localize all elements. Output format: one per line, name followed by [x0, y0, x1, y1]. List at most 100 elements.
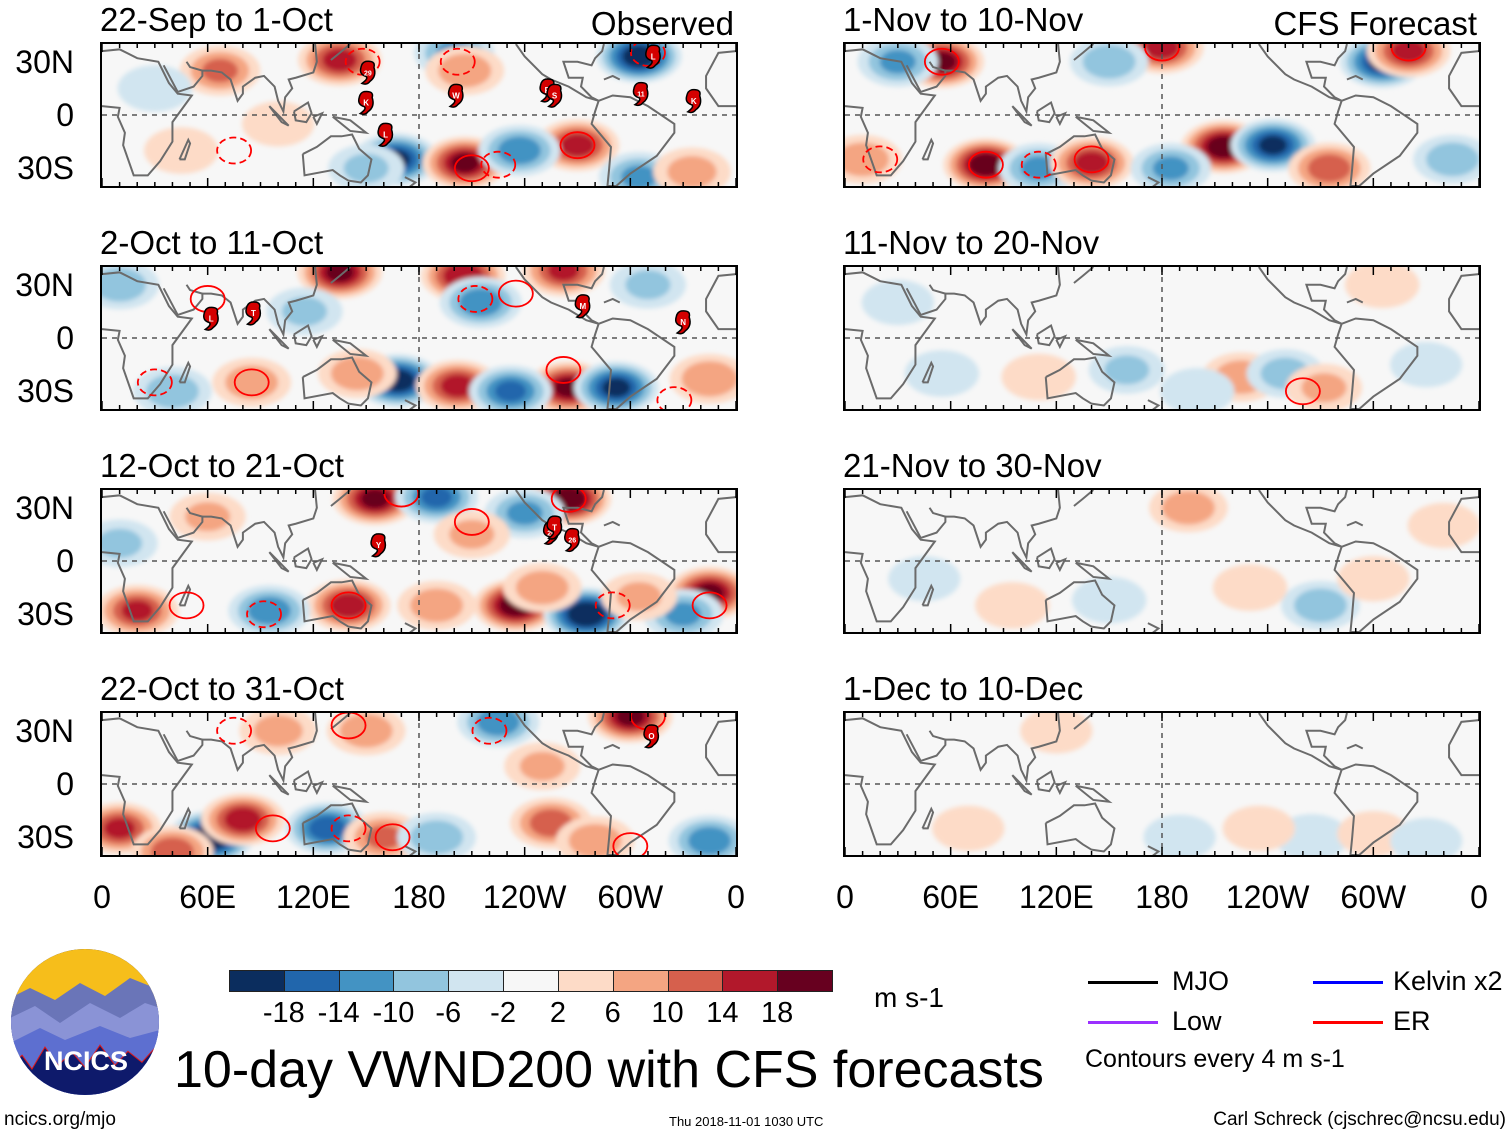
longitude-tick-label: 180	[1135, 879, 1189, 915]
positive-anomaly-mark	[253, 714, 303, 747]
colorbar-tick-label: -2	[490, 997, 516, 1029]
tropical-cyclone-marker: N	[674, 310, 691, 335]
negative-anomaly-mark	[625, 270, 671, 300]
latitude-tick-label: 0	[56, 320, 74, 356]
positive-anomaly-mark	[845, 142, 890, 177]
tropical-cyclone-marker: 29	[359, 60, 376, 85]
coastline	[921, 806, 935, 830]
coastline	[590, 317, 676, 409]
negative-anomaly-mark	[1258, 135, 1288, 155]
svg-text:Y: Y	[376, 541, 382, 550]
colorbar-swatch	[777, 970, 833, 992]
coastline	[515, 713, 605, 771]
colorbar-tick-label: 18	[761, 997, 794, 1029]
legend-label-kelvin: Kelvin x2	[1393, 966, 1503, 996]
footer-url: ncics.org/mjo	[4, 1109, 116, 1130]
coastline	[178, 137, 192, 161]
negative-anomaly-mark	[1390, 341, 1463, 388]
coastline	[1448, 50, 1479, 108]
er-contour	[330, 814, 367, 843]
er-contour	[630, 44, 666, 67]
longitude-tick-label: 60E	[922, 879, 980, 915]
longitude-tick-label: 0	[1470, 879, 1488, 915]
positive-anomaly-mark	[1020, 713, 1093, 754]
negative-anomaly-mark	[1426, 142, 1479, 177]
svg-text:T: T	[251, 309, 256, 318]
coastline	[1346, 520, 1364, 527]
coastline	[1011, 774, 1033, 796]
er-contour	[862, 145, 899, 174]
er-contour	[559, 131, 596, 160]
coastline	[312, 334, 325, 350]
coastline	[162, 730, 204, 763]
negative-anomaly-mark	[506, 501, 543, 525]
colorbar-swatch	[448, 970, 505, 992]
coastline	[330, 713, 351, 730]
coastline	[1258, 713, 1348, 771]
er-contour	[471, 716, 508, 745]
positive-anomaly-mark	[224, 807, 262, 832]
negative-anomaly-mark	[410, 820, 464, 855]
tropical-cyclone-marker: L	[203, 306, 219, 331]
negative-anomaly-mark	[494, 380, 527, 402]
coastline	[705, 719, 736, 777]
longitude-tick-label: 0	[727, 879, 745, 915]
coastline	[1011, 551, 1033, 573]
positive-anomaly-mark	[1074, 151, 1109, 175]
positive-anomaly-mark	[1001, 353, 1076, 401]
panel-title: 21-Nov to 30-Nov	[843, 447, 1102, 484]
longitude-tick-label: 120E	[275, 879, 351, 915]
er-contour	[246, 600, 282, 629]
positive-anomaly-mark	[438, 53, 492, 88]
coastline	[202, 713, 318, 784]
negative-anomaly-mark	[688, 826, 732, 855]
map-panel	[843, 711, 1481, 857]
coastline	[1035, 547, 1056, 570]
coastline	[1258, 267, 1348, 325]
legend-swatch-kelvin	[1313, 981, 1383, 984]
latitude-tick-label: 30N	[15, 489, 74, 526]
positive-anomaly-mark	[547, 267, 580, 281]
colorbar-tick-label: 6	[604, 997, 621, 1029]
negative-anomaly-mark	[247, 596, 291, 625]
positive-anomaly-mark	[339, 713, 393, 748]
longitude-tick-label: 0	[93, 879, 111, 915]
coastline	[590, 94, 676, 186]
longitude-tick-label: 0	[836, 879, 854, 915]
svg-text:29: 29	[364, 70, 372, 77]
coastline	[1044, 802, 1116, 853]
coastline	[705, 496, 736, 554]
positive-anomaly-mark	[515, 570, 569, 605]
svg-text:S: S	[552, 91, 558, 100]
coastline	[1055, 111, 1068, 127]
legend-label-er: ER	[1393, 1006, 1431, 1036]
positive-anomaly-mark	[450, 153, 479, 173]
coastline	[603, 297, 621, 304]
positive-anomaly-mark	[519, 751, 565, 781]
negative-anomaly-mark	[281, 296, 328, 326]
er-contour	[1073, 145, 1110, 174]
coastline	[332, 561, 370, 581]
negative-anomaly-mark	[459, 288, 503, 317]
logo-text: NCICS	[44, 1046, 128, 1076]
positive-anomaly-mark	[1337, 556, 1410, 602]
legend-swatch-low	[1088, 1021, 1158, 1024]
coastline	[1448, 719, 1479, 777]
positive-anomaly-mark	[560, 133, 595, 157]
coastline	[1035, 324, 1056, 347]
svg-text:11: 11	[637, 92, 645, 99]
panel-title: 12-Oct to 21-Oct	[100, 447, 344, 484]
er-contour	[967, 150, 1004, 179]
coastline	[590, 540, 676, 632]
map-svg: Y 20T 26	[102, 490, 736, 632]
er-contour	[233, 368, 270, 397]
coastline	[330, 44, 351, 61]
colorbar-swatch	[503, 970, 559, 992]
positive-anomaly-mark	[1307, 154, 1351, 183]
map-panel: L T M N	[100, 265, 738, 411]
positive-anomaly-mark	[121, 600, 153, 622]
coastline	[1073, 490, 1094, 507]
longitude-tick-label: 120W	[482, 879, 567, 915]
negative-anomaly-mark	[497, 136, 541, 165]
coastline	[332, 784, 370, 804]
